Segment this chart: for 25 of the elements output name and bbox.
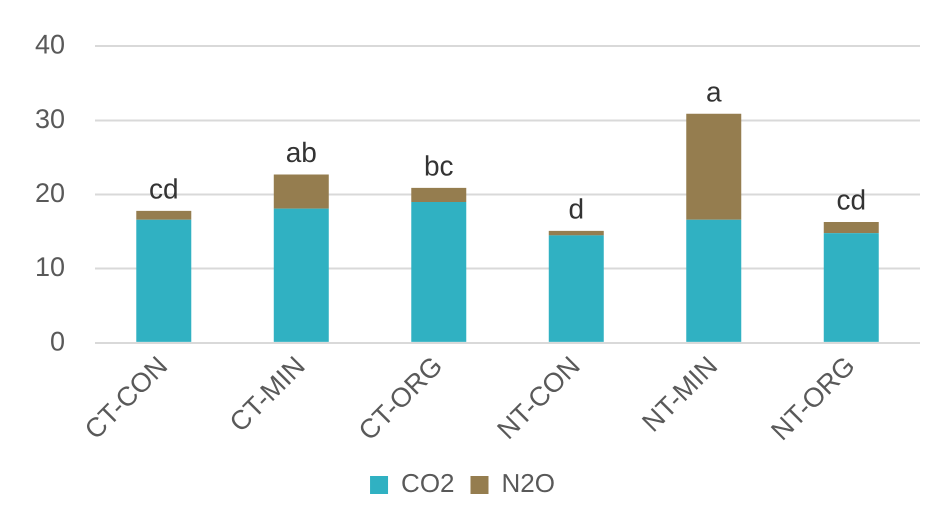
bar [686, 220, 742, 342]
bar [136, 220, 192, 342]
annotation: ab [286, 137, 317, 168]
bar [411, 188, 466, 202]
bar [824, 222, 879, 234]
bar [274, 174, 329, 209]
legend-label: N2O [502, 468, 555, 498]
bar [548, 230, 604, 236]
bar [548, 235, 604, 342]
annotation: d [568, 194, 584, 225]
y-tick-label: 10 [34, 252, 66, 282]
bar [274, 208, 329, 342]
bar [686, 114, 742, 220]
annotation: a [706, 76, 722, 108]
bar [824, 233, 879, 342]
y-tick-label: 0 [50, 326, 66, 356]
annotation: bc [424, 150, 454, 182]
y-tick-label: 40 [34, 30, 66, 60]
legend-label: CO2 [401, 468, 455, 498]
bar [411, 202, 466, 342]
bar [136, 210, 192, 220]
annotation: cd [836, 184, 866, 216]
y-tick-label: 20 [34, 178, 66, 208]
annotation: cd [148, 174, 179, 205]
y-tick-label: 30 [34, 104, 66, 134]
